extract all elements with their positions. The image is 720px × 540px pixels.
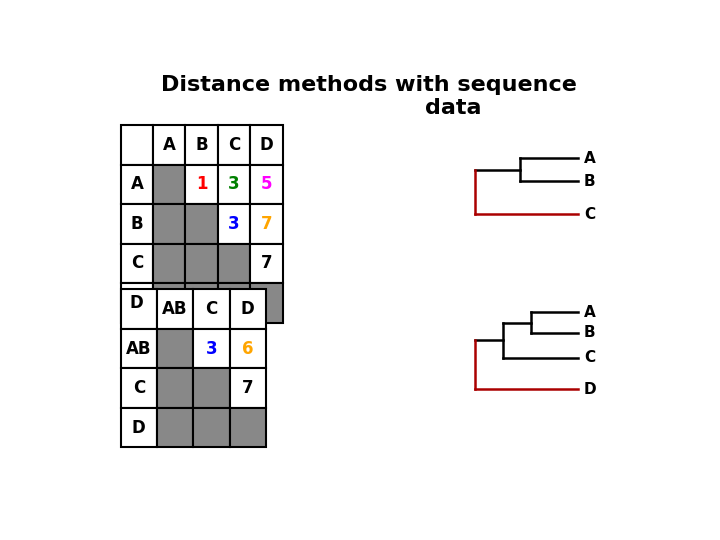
- Bar: [230, 408, 266, 447]
- Bar: [230, 289, 266, 329]
- Text: A: A: [584, 151, 595, 166]
- Bar: [193, 289, 230, 329]
- Text: C: C: [584, 350, 595, 366]
- Bar: [250, 283, 282, 322]
- Bar: [217, 165, 250, 204]
- Bar: [217, 244, 250, 283]
- Text: 7: 7: [261, 254, 272, 272]
- Bar: [157, 408, 193, 447]
- Bar: [153, 125, 186, 165]
- Bar: [193, 368, 230, 408]
- Text: A: A: [163, 136, 176, 154]
- Bar: [250, 125, 282, 165]
- Text: D: D: [584, 382, 596, 396]
- Text: C: C: [132, 379, 145, 397]
- Bar: [193, 329, 230, 368]
- Text: 3: 3: [205, 340, 217, 357]
- Text: 3: 3: [228, 215, 240, 233]
- Text: 1: 1: [196, 176, 207, 193]
- Text: data: data: [425, 98, 481, 118]
- Bar: [186, 204, 217, 244]
- Text: B: B: [195, 136, 208, 154]
- Bar: [230, 329, 266, 368]
- Text: C: C: [131, 254, 143, 272]
- Bar: [250, 244, 282, 283]
- Text: 3: 3: [228, 176, 240, 193]
- Text: 7: 7: [242, 379, 253, 397]
- Bar: [121, 329, 157, 368]
- Bar: [121, 244, 153, 283]
- Bar: [250, 165, 282, 204]
- Bar: [121, 204, 153, 244]
- Text: 7: 7: [261, 215, 272, 233]
- Bar: [193, 408, 230, 447]
- Text: D: D: [259, 136, 273, 154]
- Bar: [153, 204, 186, 244]
- Text: A: A: [584, 305, 595, 320]
- Text: D: D: [132, 418, 145, 436]
- Bar: [153, 165, 186, 204]
- Text: B: B: [130, 215, 143, 233]
- Bar: [186, 165, 217, 204]
- Bar: [157, 329, 193, 368]
- Bar: [157, 368, 193, 408]
- Bar: [186, 125, 217, 165]
- Text: C: C: [228, 136, 240, 154]
- Text: Distance methods with sequence: Distance methods with sequence: [161, 75, 577, 95]
- Text: AB: AB: [126, 340, 152, 357]
- Text: D: D: [130, 294, 144, 312]
- Text: 6: 6: [242, 340, 253, 357]
- Bar: [217, 204, 250, 244]
- Bar: [121, 165, 153, 204]
- Bar: [230, 368, 266, 408]
- Bar: [186, 244, 217, 283]
- Bar: [217, 125, 250, 165]
- Bar: [186, 283, 217, 322]
- Bar: [121, 283, 153, 322]
- Bar: [157, 289, 193, 329]
- Text: AB: AB: [162, 300, 188, 318]
- Text: C: C: [584, 207, 595, 222]
- Text: C: C: [205, 300, 217, 318]
- Text: A: A: [130, 176, 143, 193]
- Bar: [153, 283, 186, 322]
- Bar: [121, 408, 157, 447]
- Text: B: B: [584, 174, 595, 188]
- Bar: [121, 289, 157, 329]
- Text: B: B: [584, 326, 595, 341]
- Bar: [250, 204, 282, 244]
- Bar: [121, 368, 157, 408]
- Bar: [153, 244, 186, 283]
- Bar: [121, 125, 153, 165]
- Text: 5: 5: [261, 176, 272, 193]
- Bar: [217, 283, 250, 322]
- Text: D: D: [240, 300, 254, 318]
